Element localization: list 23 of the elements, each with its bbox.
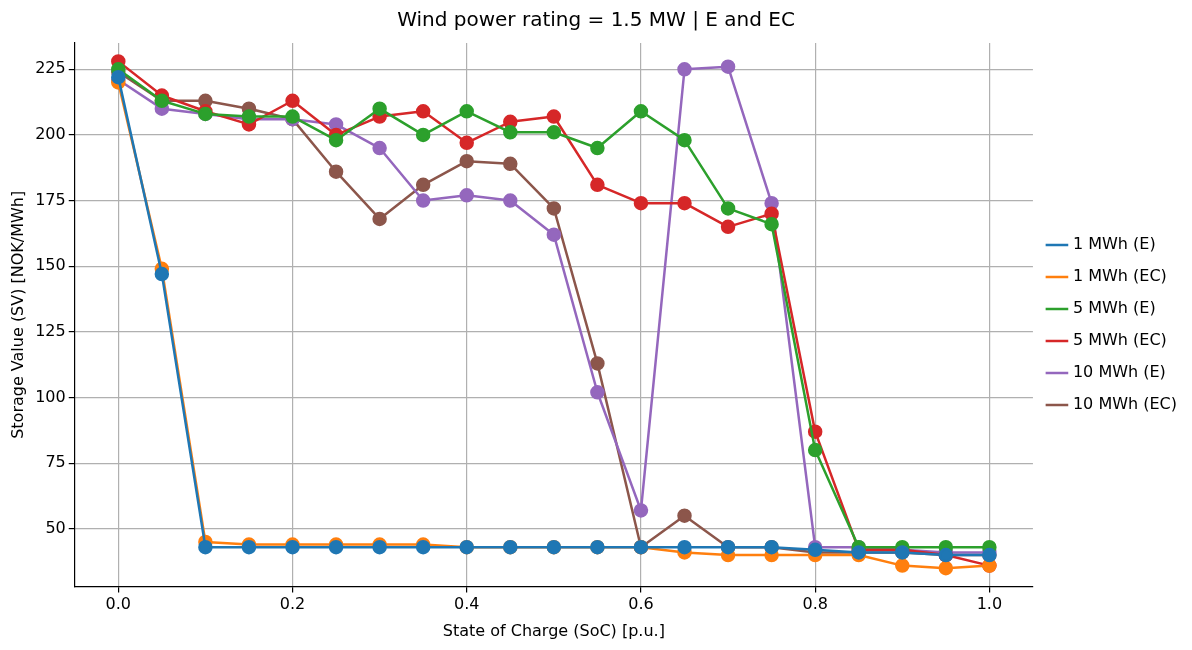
y-tick-label: 75: [45, 452, 66, 472]
y-tick-label: 100: [35, 386, 66, 406]
x-tick-label: 0.0: [105, 594, 132, 614]
y-tick-label: 150: [35, 255, 66, 275]
y-tick-label: 50: [45, 517, 66, 537]
y-tick-label: 200: [35, 124, 66, 144]
y-tick-label: 125: [35, 321, 66, 341]
legend-label: 10 MWh (EC): [1072, 394, 1177, 414]
x-tick-label: 0.8: [802, 594, 828, 614]
y-axis-title: Storage Value (SV) [NOK/MWh]: [7, 190, 27, 439]
legend-label: 5 MWh (E): [1072, 298, 1156, 318]
x-axis-title: State of Charge (SoC) [p.u.]: [442, 620, 665, 640]
x-tick-label: 0.2: [279, 594, 306, 614]
legend-label: 10 MWh (E): [1072, 362, 1166, 382]
legend-label: 5 MWh (EC): [1072, 330, 1167, 350]
x-tick-label: 0.6: [628, 594, 654, 614]
legend-label: 1 MWh (E): [1072, 234, 1156, 254]
legend-label: 1 MWh (EC): [1072, 266, 1167, 286]
x-tick-label: 0.4: [454, 594, 480, 614]
x-tick-label: 1.0: [976, 594, 1003, 614]
y-tick-label: 175: [35, 189, 66, 209]
chart-title: Wind power rating = 1.5 MW | E and EC: [397, 7, 795, 32]
y-tick-label: 225: [35, 58, 66, 78]
